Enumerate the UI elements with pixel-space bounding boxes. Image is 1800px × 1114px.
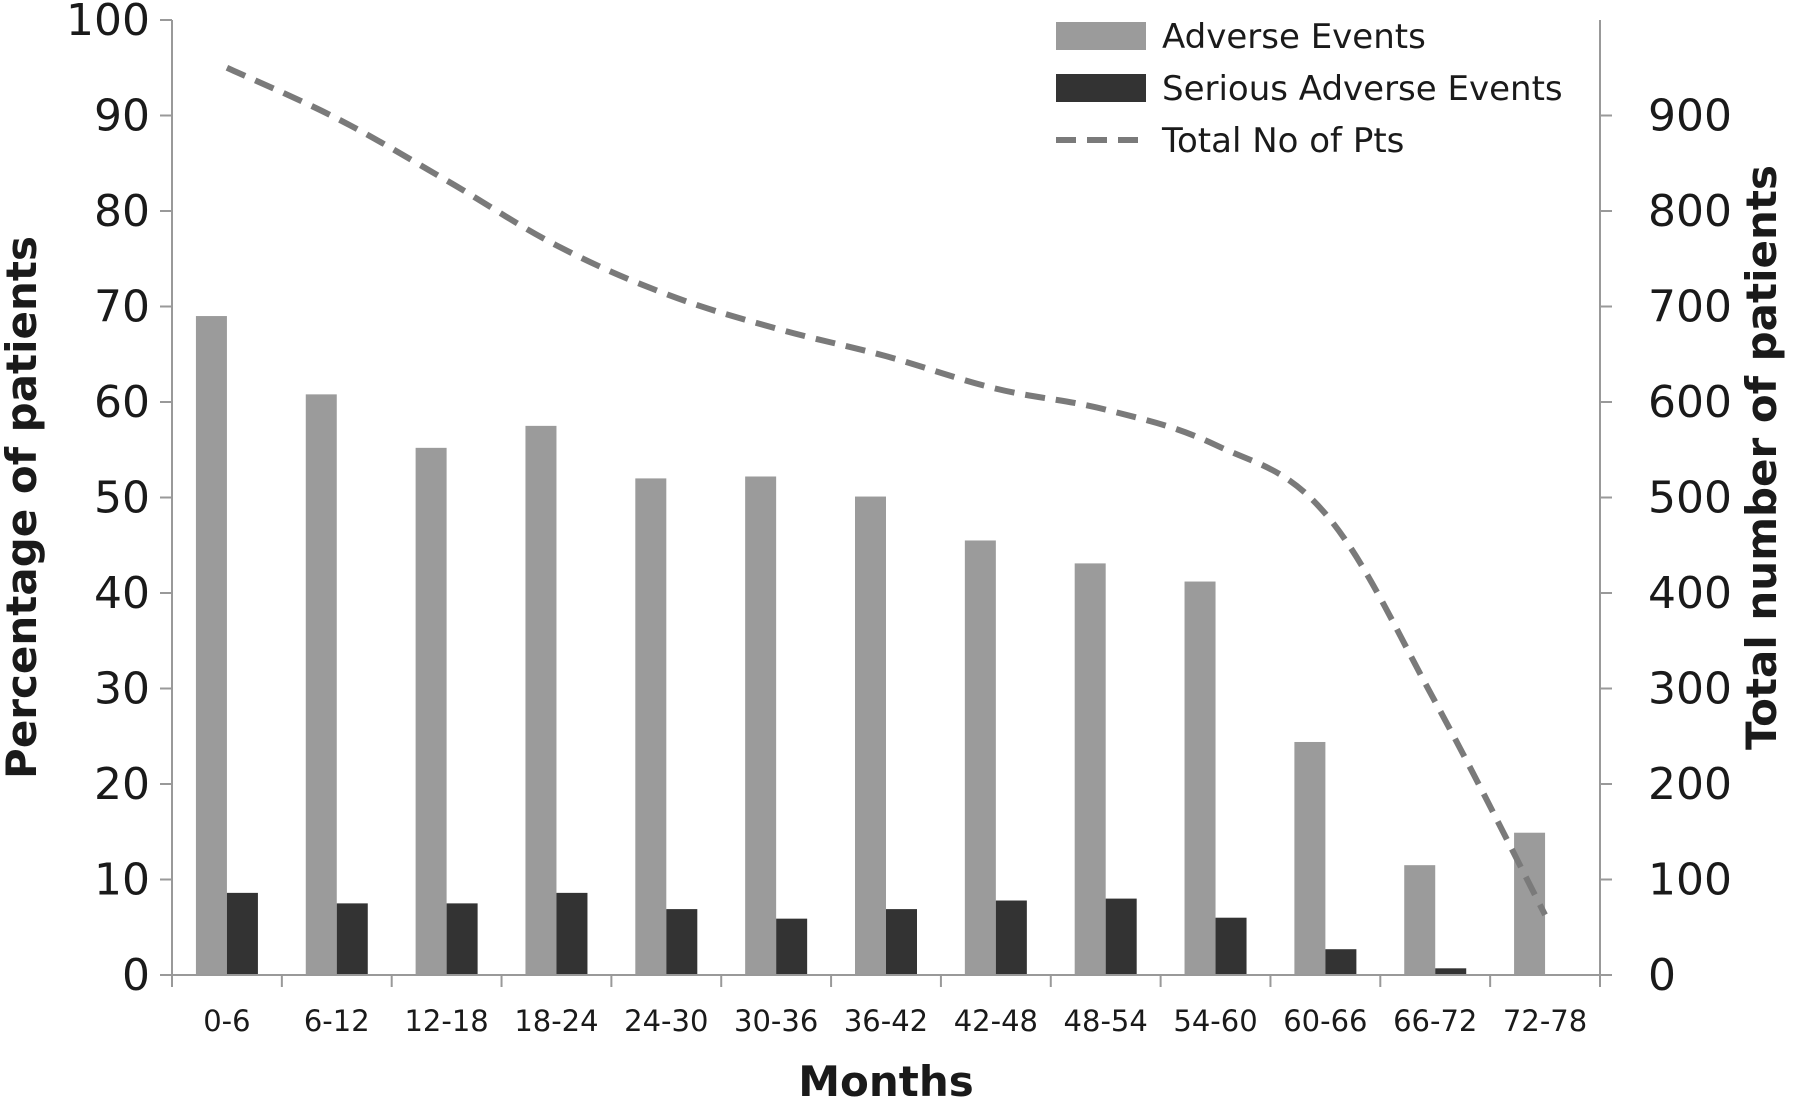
y-tick-label: 30 — [94, 664, 150, 715]
bar-serious-adverse-events — [1325, 949, 1357, 975]
bar-adverse-events — [525, 425, 557, 975]
bar-serious-adverse-events — [1215, 917, 1247, 975]
bar-adverse-events — [635, 478, 667, 975]
bar-serious-adverse-events — [226, 892, 258, 975]
x-tick-label: 18-24 — [514, 1004, 598, 1038]
y-tick-label: 40 — [94, 568, 150, 619]
bar-serious-adverse-events — [666, 909, 698, 975]
legend-label-adverse-events: Adverse Events — [1162, 17, 1426, 57]
bar-adverse-events — [1184, 581, 1216, 975]
y-tick-label: 80 — [94, 186, 150, 237]
y-tick-label: 50 — [94, 473, 150, 524]
y-tick-label: 90 — [94, 91, 150, 142]
line-layer — [225, 65, 1548, 917]
bar-serious-adverse-events — [336, 903, 368, 975]
bar-serious-adverse-events — [1105, 898, 1137, 975]
bar-adverse-events — [415, 447, 447, 976]
y2-tick-label: 700 — [1648, 282, 1732, 333]
x-tick-label: 0-6 — [203, 1004, 250, 1038]
bar-adverse-events — [1074, 563, 1106, 975]
y2-tick-label: 500 — [1648, 473, 1732, 524]
bar-adverse-events — [1294, 741, 1326, 975]
x-tick-label: 24-30 — [624, 1004, 708, 1038]
y2-tick-label: 800 — [1648, 186, 1732, 237]
bar-adverse-events — [745, 476, 777, 975]
y2-tick-label: 0 — [1648, 950, 1676, 1001]
x-tick-label: 60-66 — [1283, 1004, 1367, 1038]
y-tick-label: 0 — [122, 950, 150, 1001]
x-tick-label: 30-36 — [734, 1004, 818, 1038]
line-total-no-of-pts — [225, 65, 1548, 917]
x-axis-title: Months — [798, 1057, 974, 1106]
y-tick-label: 60 — [94, 377, 150, 428]
legend-swatch-adverse-events — [1056, 22, 1146, 50]
x-tick-label: 6-12 — [304, 1004, 370, 1038]
x-tick-label: 54-60 — [1173, 1004, 1257, 1038]
bar-serious-adverse-events — [995, 900, 1027, 975]
y-axis-title: Percentage of patients — [0, 236, 46, 779]
y2-tick-label: 600 — [1648, 377, 1732, 428]
y-tick-label: 70 — [94, 282, 150, 333]
bar-serious-adverse-events — [886, 909, 917, 975]
bar-serious-adverse-events — [776, 918, 808, 975]
ticks-layer: 0 10 20 30 40 50 60 70 80 90 100 0 100 200 300 400 500 60… — [66, 0, 1732, 1038]
legend-label-total-no-of-pts: Total No of Pts — [1161, 121, 1404, 161]
legend-swatch-serious-adverse-events — [1056, 74, 1146, 102]
bar-adverse-events — [195, 316, 227, 975]
bar-adverse-events — [1404, 865, 1436, 975]
legend: Adverse Events Serious Adverse Events To… — [1056, 17, 1563, 161]
x-tick-label: 66-72 — [1393, 1004, 1477, 1038]
bars-layer — [195, 316, 1546, 976]
y2-tick-label: 100 — [1648, 855, 1732, 906]
bar-serious-adverse-events — [446, 903, 478, 975]
legend-label-serious-adverse-events: Serious Adverse Events — [1162, 69, 1563, 109]
x-tick-label: 48-54 — [1064, 1004, 1148, 1038]
x-tick-label: 72-78 — [1503, 1004, 1587, 1038]
bar-serious-adverse-events — [1435, 968, 1467, 975]
y-tick-label: 10 — [94, 855, 150, 906]
y2-tick-label: 400 — [1648, 568, 1732, 619]
y2-tick-label: 900 — [1648, 91, 1732, 142]
bar-adverse-events — [964, 540, 996, 975]
bar-serious-adverse-events — [556, 892, 588, 975]
y-tick-label: 20 — [94, 759, 150, 810]
y2-tick-label: 200 — [1648, 759, 1732, 810]
y-tick-label: 100 — [66, 0, 150, 46]
bar-adverse-events — [305, 394, 337, 975]
x-tick-label: 12-18 — [404, 1004, 488, 1038]
x-tick-label: 36-42 — [844, 1004, 928, 1038]
bar-adverse-events — [855, 496, 886, 975]
y2-axis-title: Total number of patients — [1737, 165, 1786, 750]
y2-tick-label: 300 — [1648, 664, 1732, 715]
bar-adverse-events — [1514, 832, 1546, 975]
x-tick-label: 42-48 — [954, 1004, 1038, 1038]
